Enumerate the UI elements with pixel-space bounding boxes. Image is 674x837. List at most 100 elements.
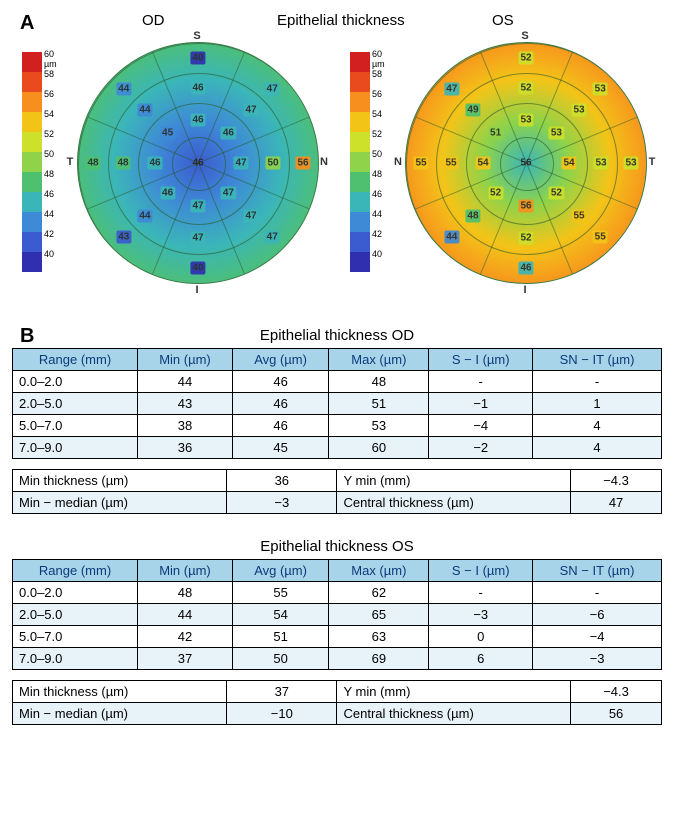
map-center-value: 46: [192, 158, 203, 169]
table-header: Range (mm): [13, 560, 138, 582]
table-cell: 1: [533, 393, 662, 415]
map-sector-value: 47: [221, 187, 236, 200]
colorbar-tick: 56: [44, 89, 57, 109]
map-sector-value: 52: [518, 82, 533, 95]
map-sector-value: 47: [190, 232, 205, 245]
map-sector-value: 46: [221, 126, 236, 139]
table-cell: 38: [138, 415, 233, 437]
colorbar-tick: 40: [372, 249, 385, 269]
table-cell: 2.0–5.0: [13, 393, 138, 415]
table-cell: 60: [329, 437, 429, 459]
table-header: Min (µm): [138, 349, 233, 371]
map-sector-value: 55: [443, 157, 458, 170]
table-header: Min (µm): [138, 560, 233, 582]
map-sector-value: 46: [190, 82, 205, 95]
table-cell: -: [429, 371, 533, 393]
table-header: SN − IT (µm): [533, 349, 662, 371]
colorbar-tick: 44: [44, 209, 57, 229]
map-sector-value: 48: [85, 157, 100, 170]
summary-os: Min thickness (µm)37Y min (mm)−4.3Min − …: [12, 680, 662, 725]
table-header: Avg (µm): [232, 349, 329, 371]
table-cell: -: [533, 582, 662, 604]
table-cell: 44: [138, 371, 233, 393]
map-sector-value: 52: [488, 187, 503, 200]
table-cell: 4: [533, 415, 662, 437]
colorbar-od: 60 µm58565452504846444240: [22, 52, 42, 292]
table-cell: 46: [232, 415, 329, 437]
map-sector-value: 43: [116, 231, 131, 244]
axis-t-os: T: [649, 156, 656, 168]
axis-i-os: I: [523, 284, 526, 296]
panel-a: A OD Epithelial thickness OS 60 µm585654…: [12, 12, 662, 317]
colorbar-tick: 56: [372, 89, 385, 109]
colorbar-tick: 54: [44, 109, 57, 129]
summary-label: Min thickness (µm): [13, 470, 227, 492]
table-header: SN − IT (µm): [533, 560, 662, 582]
map-sector-value: 44: [444, 231, 459, 244]
table-cell: −2: [429, 437, 533, 459]
table-cell: 0: [429, 626, 533, 648]
table-header: S − I (µm): [429, 349, 533, 371]
os-label: OS: [492, 12, 514, 29]
map-sector-value: 44: [137, 210, 152, 223]
map-sector-value: 46: [160, 187, 175, 200]
map-sector-value: 47: [190, 200, 205, 213]
table-cell: −1: [429, 393, 533, 415]
map-sector-value: 52: [549, 187, 564, 200]
table-cell: 48: [138, 582, 233, 604]
summary-label: Min − median (µm): [13, 703, 227, 725]
map-sector-value: 56: [295, 157, 310, 170]
summary-label: Y min (mm): [337, 681, 571, 703]
table-cell: 0.0–2.0: [13, 371, 138, 393]
summary-value: 47: [571, 492, 662, 514]
table-cell: 42: [138, 626, 233, 648]
map-sector-value: 54: [561, 157, 576, 170]
summary-label: Central thickness (µm): [337, 703, 571, 725]
colorbar-tick: 48: [372, 169, 385, 189]
summary-od: Min thickness (µm)36Y min (mm)−4.3Min − …: [12, 469, 662, 514]
map-sector-value: 55: [413, 157, 428, 170]
table-cell: 5.0–7.0: [13, 626, 138, 648]
map-sector-value: 53: [593, 157, 608, 170]
map-sector-value: 46: [518, 262, 533, 275]
thickness-map-os: 5653535452565254515253535552485549525353…: [405, 42, 647, 284]
table-cell: 5.0–7.0: [13, 415, 138, 437]
map-sector-value: 44: [137, 103, 152, 116]
colorbar-tick: 60 µm: [372, 49, 385, 69]
map-sector-value: 47: [243, 210, 258, 223]
table-header: Max (µm): [329, 560, 429, 582]
map-sector-value: 47: [265, 82, 280, 95]
map-sector-value: 56: [518, 200, 533, 213]
axis-s-os: S: [521, 30, 528, 42]
map-sector-value: 52: [518, 52, 533, 65]
panel-b: B Epithelial thickness OD Range (mm)Min …: [12, 327, 662, 725]
colorbar-tick: 50: [372, 149, 385, 169]
table-cell: 43: [138, 393, 233, 415]
table-cell: 7.0–9.0: [13, 437, 138, 459]
summary-value: −3: [227, 492, 337, 514]
axis-n-os: N: [394, 156, 402, 168]
map-sector-value: 47: [265, 231, 280, 244]
table-cell: 63: [329, 626, 429, 648]
table-cell: 46: [232, 393, 329, 415]
map-sector-value: 45: [160, 126, 175, 139]
colorbar-tick: 58: [44, 69, 57, 89]
map-sector-value: 40: [190, 262, 205, 275]
table-od: Range (mm)Min (µm)Avg (µm)Max (µm)S − I …: [12, 348, 662, 459]
table-header: Avg (µm): [232, 560, 329, 582]
map-sector-value: 48: [115, 157, 130, 170]
map-sector-value: 48: [465, 210, 480, 223]
table-cell: 0.0–2.0: [13, 582, 138, 604]
summary-label: Y min (mm): [337, 470, 571, 492]
summary-value: 36: [227, 470, 337, 492]
table-header: S − I (µm): [429, 560, 533, 582]
colorbar-tick: 50: [44, 149, 57, 169]
panel-a-title: Epithelial thickness: [277, 12, 405, 29]
table-od-title: Epithelial thickness OD: [12, 327, 662, 344]
table-cell: 6: [429, 648, 533, 670]
table-cell: 53: [329, 415, 429, 437]
axis-t-od: T: [67, 156, 74, 168]
table-cell: 51: [329, 393, 429, 415]
summary-value: 37: [227, 681, 337, 703]
colorbar-tick: 42: [372, 229, 385, 249]
